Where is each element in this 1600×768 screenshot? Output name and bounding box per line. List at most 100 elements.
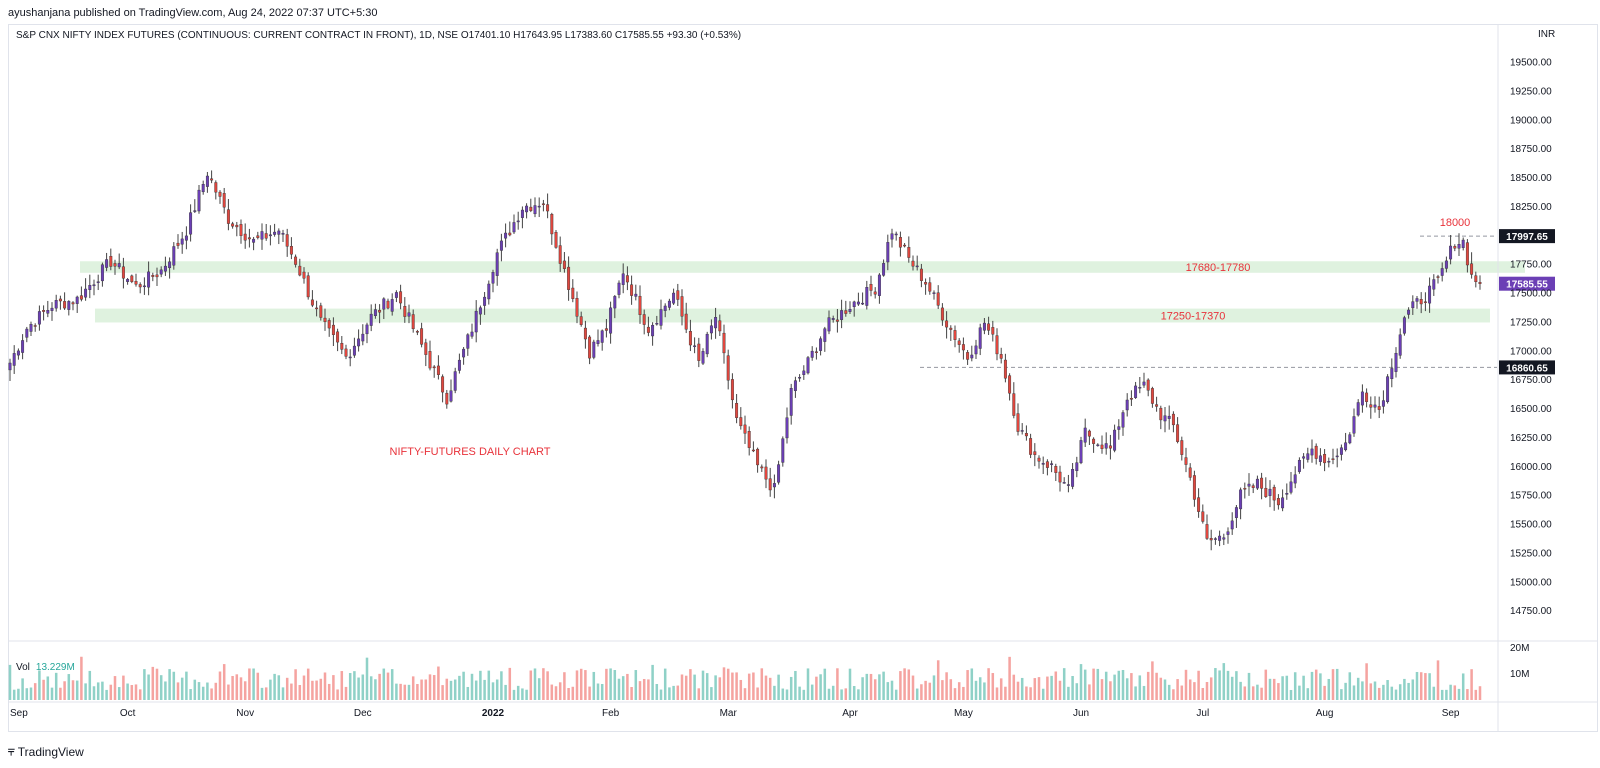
- volume-bar: [1020, 677, 1024, 700]
- volume-bar: [126, 683, 129, 700]
- volume-bar: [655, 684, 659, 700]
- candle-body: [1478, 282, 1482, 284]
- candle-body: [1138, 386, 1142, 389]
- volume-bar: [470, 673, 474, 700]
- volume-bar: [1445, 689, 1448, 700]
- volume-bar: [714, 675, 717, 700]
- volume-bar: [516, 685, 520, 700]
- candle-body: [831, 318, 835, 320]
- candle-body: [1230, 520, 1234, 530]
- candle-body: [340, 342, 344, 350]
- candle-body: [1365, 392, 1369, 402]
- x-tick-label: Sep: [1442, 708, 1460, 719]
- volume-bar: [483, 679, 486, 700]
- volume-bar: [735, 672, 738, 700]
- y-tick-label: 17000.00: [1510, 346, 1552, 357]
- candle-body: [499, 240, 503, 251]
- candle-body: [432, 366, 436, 369]
- volume-bar: [172, 671, 176, 700]
- y-tick-label: 17500.00: [1510, 289, 1552, 300]
- volume-bar: [596, 683, 600, 700]
- y-tick-label: 19000.00: [1510, 115, 1552, 126]
- volume-bar: [932, 675, 936, 700]
- volume-bar: [739, 679, 743, 700]
- y-tick-label: 16500.00: [1510, 404, 1552, 415]
- volume-bar: [260, 687, 264, 700]
- candle-body: [810, 350, 814, 358]
- candle-body: [243, 233, 247, 241]
- candle-body: [1108, 445, 1112, 449]
- candle-body: [894, 233, 898, 236]
- candle-body: [365, 324, 369, 335]
- volume-bar: [525, 689, 528, 700]
- volume-bar: [138, 689, 142, 700]
- candle-body: [1407, 309, 1411, 315]
- volume-bar: [718, 677, 722, 700]
- volume-tick-label: 20M: [1510, 643, 1529, 654]
- x-tick-label: Aug: [1316, 708, 1334, 719]
- volume-bar: [806, 668, 810, 700]
- candle-body: [714, 317, 718, 329]
- volume-bar: [1298, 685, 1301, 700]
- candle-body: [634, 293, 638, 297]
- candle-body: [1289, 481, 1293, 493]
- candle-body: [987, 323, 991, 331]
- volume-bar: [1449, 684, 1452, 700]
- candle-body: [638, 295, 642, 315]
- candle-body: [1066, 484, 1070, 486]
- candle-body: [609, 307, 613, 334]
- volume-legend: Vol 13.229M: [16, 662, 75, 673]
- volume-bar: [1046, 676, 1049, 700]
- volume-bar: [357, 677, 360, 700]
- y-tick-label: 16250.00: [1510, 433, 1552, 444]
- volume-bar: [1457, 688, 1461, 700]
- volume-bar: [168, 669, 171, 700]
- volume-bar: [1004, 686, 1007, 700]
- volume-bar: [756, 687, 759, 700]
- volume-bar: [781, 688, 785, 700]
- volume-bar: [311, 680, 314, 700]
- volume-bar: [1369, 683, 1373, 700]
- volume-bar: [1151, 661, 1154, 700]
- volume-bar: [1121, 669, 1125, 700]
- candle-body: [268, 234, 272, 237]
- candle-body: [163, 265, 167, 272]
- candle-body: [684, 313, 688, 330]
- candle-body: [1398, 334, 1402, 356]
- volume-bar: [306, 668, 310, 700]
- candle-body: [390, 299, 394, 312]
- volume-bar: [1323, 685, 1326, 700]
- volume-bar: [500, 671, 503, 700]
- volume-bar: [798, 686, 801, 700]
- volume-bar: [819, 674, 822, 700]
- volume-bar: [1214, 668, 1217, 700]
- volume-bar: [1025, 686, 1028, 700]
- volume-bar: [995, 687, 999, 700]
- candle-body: [386, 300, 390, 309]
- volume-bar: [63, 681, 66, 700]
- volume-bar: [1113, 674, 1116, 700]
- candle-body: [764, 466, 768, 480]
- volume-bar: [537, 678, 541, 700]
- candle-body: [96, 281, 100, 283]
- candle-body: [1268, 488, 1272, 496]
- volume-bar: [1285, 675, 1289, 700]
- candle-body: [1045, 461, 1049, 468]
- candle-body: [840, 310, 844, 320]
- volume-bar: [1037, 677, 1041, 700]
- volume-bar: [571, 686, 575, 700]
- candle-body: [247, 237, 251, 240]
- footer-brand[interactable]: ⫧ TradingView: [8, 744, 84, 759]
- volume-bar: [1344, 682, 1347, 700]
- volume-bar: [46, 676, 50, 700]
- volume-bar: [836, 668, 839, 700]
- volume-bar: [495, 679, 499, 700]
- candle-body: [168, 261, 172, 269]
- volume-bar: [1281, 676, 1284, 700]
- volume-bar: [1062, 668, 1066, 700]
- candle-body: [1071, 469, 1075, 487]
- candle-body: [1465, 242, 1469, 266]
- candle-body: [579, 316, 583, 325]
- candle-body: [1436, 276, 1440, 278]
